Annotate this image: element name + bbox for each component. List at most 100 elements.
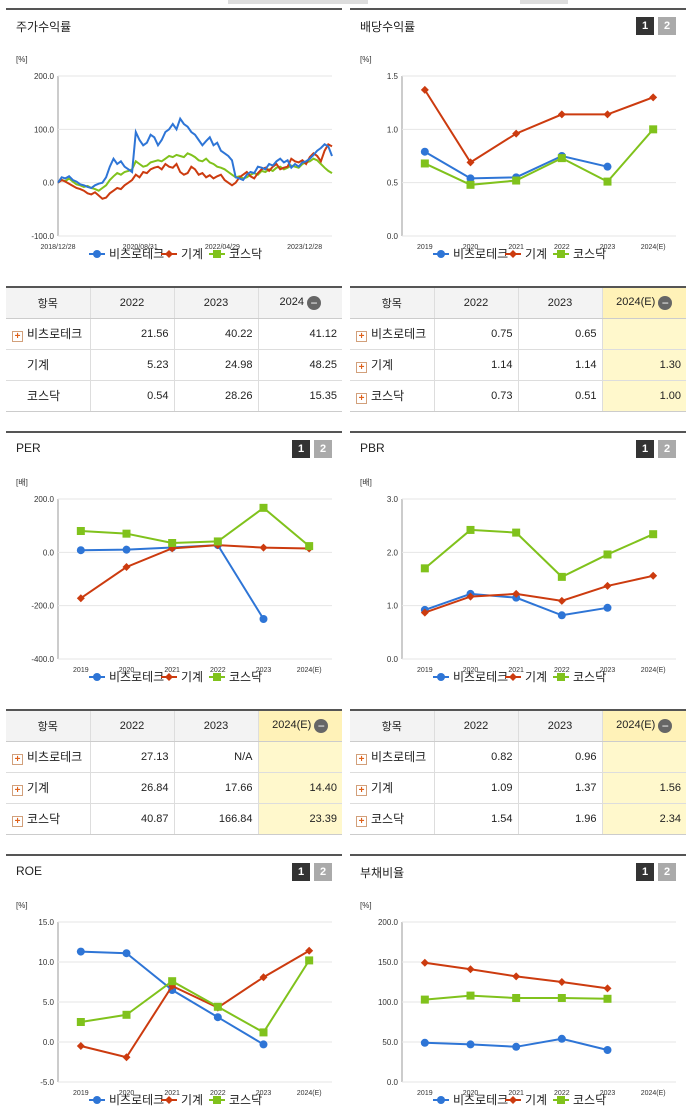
y-tick-label: 0.0 (43, 1038, 55, 1047)
series-line (424, 128, 654, 186)
y-tick-label: 0.0 (387, 655, 399, 664)
x-tick-label: 2020 (119, 667, 135, 674)
x-tick-label: 2024(E) (641, 244, 666, 251)
data-point (466, 592, 475, 601)
table-cell: 1.96 (517, 803, 602, 834)
view-2-button[interactable]: 2 (658, 17, 676, 35)
data-point (259, 615, 268, 623)
column-header: 2022 (89, 288, 174, 319)
view-2-button[interactable]: 2 (314, 440, 332, 458)
stock-return-table: 항목 2022 2023 2024− + 비츠로테크 21.56 40.22 41… (6, 286, 342, 412)
data-point (122, 1053, 131, 1062)
data-point (122, 1010, 131, 1019)
view-2-button[interactable]: 2 (658, 863, 676, 881)
x-tick-label: 2023 (600, 1090, 616, 1097)
legend-label: 코스닥 (573, 1093, 606, 1107)
expand-plus-icon[interactable]: + (356, 331, 367, 342)
x-tick-label: 2022 (554, 1090, 570, 1097)
data-point (603, 177, 612, 186)
row-label: + 비츠로테크 (350, 318, 434, 350)
table-cell: N/A (173, 741, 258, 773)
data-point (557, 1034, 566, 1043)
column-header: 2022 (433, 288, 518, 319)
data-point (557, 1096, 565, 1104)
panel-title: 배당수익률 (360, 20, 416, 34)
view-1-button[interactable]: 1 (292, 863, 310, 881)
column-header-estimate: 2024(E) − (601, 288, 686, 319)
collapse-minus-icon[interactable]: − (658, 295, 673, 310)
x-tick-label: 2021 (508, 1090, 524, 1097)
x-tick-label: 2022 (210, 1090, 226, 1097)
row-label: 기계 (6, 349, 90, 381)
panel-title: ROE (16, 864, 43, 878)
collapse-minus-icon[interactable]: − (314, 718, 329, 733)
y-tick-label: 2.0 (387, 548, 399, 557)
data-point (420, 159, 429, 168)
view-2-button[interactable]: 2 (658, 440, 676, 458)
view-1-button[interactable]: 1 (292, 440, 310, 458)
view-1-button[interactable]: 1 (636, 17, 654, 35)
x-tick-label: 2020 (463, 244, 479, 251)
row-label: + 기계 (350, 349, 434, 381)
collapse-minus-icon[interactable]: − (306, 295, 321, 310)
x-tick-label: 2024(E) (641, 667, 666, 674)
data-point (420, 564, 429, 573)
expand-plus-icon[interactable]: + (356, 816, 367, 828)
x-tick-label: 2020 (119, 1090, 135, 1097)
data-point (93, 250, 101, 258)
data-point (259, 543, 268, 552)
table-cell: 5.23 (89, 349, 174, 381)
view-1-button[interactable]: 1 (636, 440, 654, 458)
table-cell: 0.54 (89, 380, 174, 411)
series-line (80, 506, 310, 547)
data-point (649, 125, 658, 134)
row-label: + 비츠로테크 (6, 741, 90, 773)
expand-plus-icon[interactable]: + (12, 754, 23, 765)
data-point (420, 995, 429, 1004)
data-point (509, 1096, 517, 1104)
data-point (122, 545, 131, 554)
x-tick-label: 2023 (256, 667, 272, 674)
column-header: 2023 (517, 711, 602, 742)
collapse-minus-icon[interactable]: − (658, 718, 673, 733)
expand-plus-icon[interactable]: + (12, 785, 23, 796)
x-tick-label: 2023 (600, 667, 616, 674)
table-row: + 코스닥 1.54 1.96 2.34 (350, 803, 686, 834)
series-line (423, 89, 654, 164)
expand-plus-icon[interactable]: + (12, 331, 23, 342)
expand-plus-icon[interactable]: + (356, 754, 367, 765)
table-row: + 비츠로테크 27.13 N/A (6, 741, 342, 773)
legend-label: 코스닥 (229, 670, 262, 684)
expand-plus-icon[interactable]: + (356, 393, 367, 405)
y-tick-label: 0.0 (387, 232, 399, 241)
panel-title: 부채비율 (360, 866, 405, 880)
x-tick-label: 2020/08/31 (123, 244, 158, 251)
table-cell: 1.54 (433, 803, 518, 834)
data-point (603, 550, 612, 559)
expand-plus-icon[interactable]: + (12, 816, 23, 828)
expand-plus-icon[interactable]: + (356, 785, 367, 796)
data-point (466, 991, 475, 1000)
data-point (168, 544, 177, 553)
table-cell (601, 318, 686, 350)
table-cell: 21.56 (89, 318, 174, 350)
data-point (420, 958, 429, 967)
table-cell: 48.25 (257, 349, 342, 381)
table-cell: 0.65 (517, 318, 602, 350)
x-tick-label: 2020 (463, 1090, 479, 1097)
view-1-button[interactable]: 1 (636, 863, 654, 881)
column-header: 항목 (350, 711, 434, 742)
series-line (80, 544, 265, 620)
x-tick-label: 2019 (417, 1090, 433, 1097)
y-tick-label: 150.0 (378, 958, 399, 967)
x-tick-label: 2022/04/29 (205, 244, 240, 251)
data-point (213, 1096, 221, 1104)
expand-plus-icon[interactable]: + (356, 362, 367, 373)
legend-label: 코스닥 (229, 247, 262, 261)
x-tick-label: 2019 (73, 667, 89, 674)
series-line (80, 949, 310, 1059)
view-2-button[interactable]: 2 (314, 863, 332, 881)
y-unit-label: [%] (16, 55, 28, 64)
table-cell (257, 741, 342, 773)
data-point (259, 503, 268, 512)
